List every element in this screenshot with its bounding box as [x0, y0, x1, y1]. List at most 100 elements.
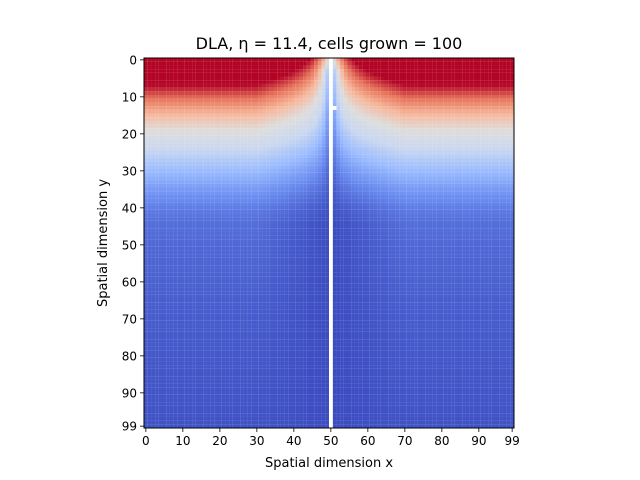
heatmap-cell: [188, 165, 193, 170]
heatmap-cell: [188, 228, 193, 232]
heatmap-cell: [317, 146, 322, 151]
heatmap-cell: [369, 143, 374, 147]
heatmap-cell: [269, 161, 274, 166]
heatmap-cell: [236, 243, 241, 247]
heatmap-cell: [462, 209, 466, 214]
heatmap-cell: [384, 69, 389, 73]
heatmap-cell: [195, 191, 200, 195]
heatmap-cell: [406, 102, 411, 107]
heatmap-cell: [410, 98, 415, 103]
heatmap-cell: [403, 228, 407, 232]
heatmap-cell: [425, 91, 429, 96]
heatmap-cell: [243, 76, 248, 81]
heatmap-cell: [292, 180, 296, 184]
heatmap-cell: [336, 117, 341, 121]
heatmap-cell: [406, 106, 411, 110]
heatmap-cell: [425, 235, 429, 240]
heatmap-cell: [510, 187, 515, 192]
heatmap-cell: [288, 157, 293, 162]
heatmap-cell: [280, 95, 285, 99]
heatmap-cell: [236, 154, 241, 158]
heatmap-cell: [218, 113, 222, 118]
heatmap-cell: [491, 183, 496, 188]
heatmap-cell: [377, 143, 381, 147]
heatmap-cell: [262, 91, 267, 96]
heatmap-cell: [321, 61, 326, 66]
heatmap-cell: [421, 224, 426, 229]
heatmap-cell: [447, 209, 452, 214]
heatmap-cell: [454, 169, 459, 173]
heatmap-cell: [502, 76, 507, 81]
heatmap-cell: [236, 172, 241, 177]
heatmap-cell: [292, 139, 296, 144]
heatmap-cell: [332, 202, 337, 207]
heatmap-cell: [477, 220, 481, 225]
heatmap-cell: [414, 109, 418, 114]
heatmap-cell: [484, 117, 489, 121]
heatmap-cell: [443, 117, 448, 121]
heatmap-cell: [199, 135, 204, 140]
heatmap-cell: [181, 128, 185, 133]
heatmap-cell: [247, 243, 252, 247]
heatmap-cell: [436, 143, 441, 147]
heatmap-cell: [288, 180, 293, 184]
heatmap-cell: [158, 243, 163, 247]
heatmap-cell: [477, 143, 481, 147]
heatmap-cell: [258, 106, 263, 110]
heatmap-cell: [173, 161, 178, 166]
heatmap-cell: [403, 87, 407, 92]
heatmap-cell: [488, 154, 492, 158]
heatmap-cell: [225, 135, 230, 140]
heatmap-cell: [491, 72, 496, 77]
heatmap-cell: [317, 231, 322, 236]
heatmap-cell: [232, 169, 237, 173]
heatmap-cell: [303, 187, 307, 192]
heatmap-cell: [273, 235, 278, 240]
heatmap-cell: [343, 172, 348, 177]
heatmap-cell: [288, 206, 293, 210]
heatmap-cell: [284, 98, 289, 103]
heatmap-cell: [414, 95, 418, 99]
heatmap-cell: [362, 132, 367, 136]
heatmap-cell: [188, 113, 193, 118]
heatmap-cell: [184, 154, 189, 158]
heatmap-cell: [199, 95, 204, 99]
heatmap-cell: [440, 102, 444, 107]
heatmap-cell: [280, 161, 285, 166]
heatmap-cell: [391, 154, 396, 158]
heatmap-cell: [288, 76, 293, 81]
heatmap-cell: [295, 128, 300, 133]
heatmap-cell: [166, 176, 170, 181]
heatmap-cell: [340, 143, 344, 147]
heatmap-cell: [388, 87, 392, 92]
heatmap-cell: [158, 187, 163, 192]
heatmap-cell: [243, 176, 248, 181]
heatmap-cell: [173, 194, 178, 199]
heatmap-cell: [203, 124, 207, 129]
heatmap-cell: [506, 194, 511, 199]
heatmap-cell: [195, 113, 200, 118]
heatmap-cell: [484, 102, 489, 107]
heatmap-cell: [195, 224, 200, 229]
heatmap-cell: [399, 150, 404, 155]
heatmap-cell: [284, 128, 289, 133]
heatmap-cell: [484, 220, 489, 225]
heatmap-cell: [488, 165, 492, 170]
heatmap-cell: [358, 91, 363, 96]
heatmap-cell: [388, 194, 392, 199]
heatmap-cell: [158, 146, 163, 151]
heatmap-cell: [399, 106, 404, 110]
heatmap-cell: [277, 150, 281, 155]
heatmap-cell: [362, 169, 367, 173]
heatmap-cell: [384, 217, 389, 221]
heatmap-cell: [284, 95, 289, 99]
heatmap-cell: [144, 80, 148, 84]
heatmap-cell: [188, 106, 193, 110]
heatmap-cell: [428, 220, 433, 225]
heatmap-cell: [280, 150, 285, 155]
heatmap-cell: [221, 150, 226, 155]
heatmap-cell: [451, 69, 455, 73]
heatmap-cell: [155, 191, 159, 195]
heatmap-cell: [458, 235, 463, 240]
heatmap-cell: [277, 161, 281, 166]
